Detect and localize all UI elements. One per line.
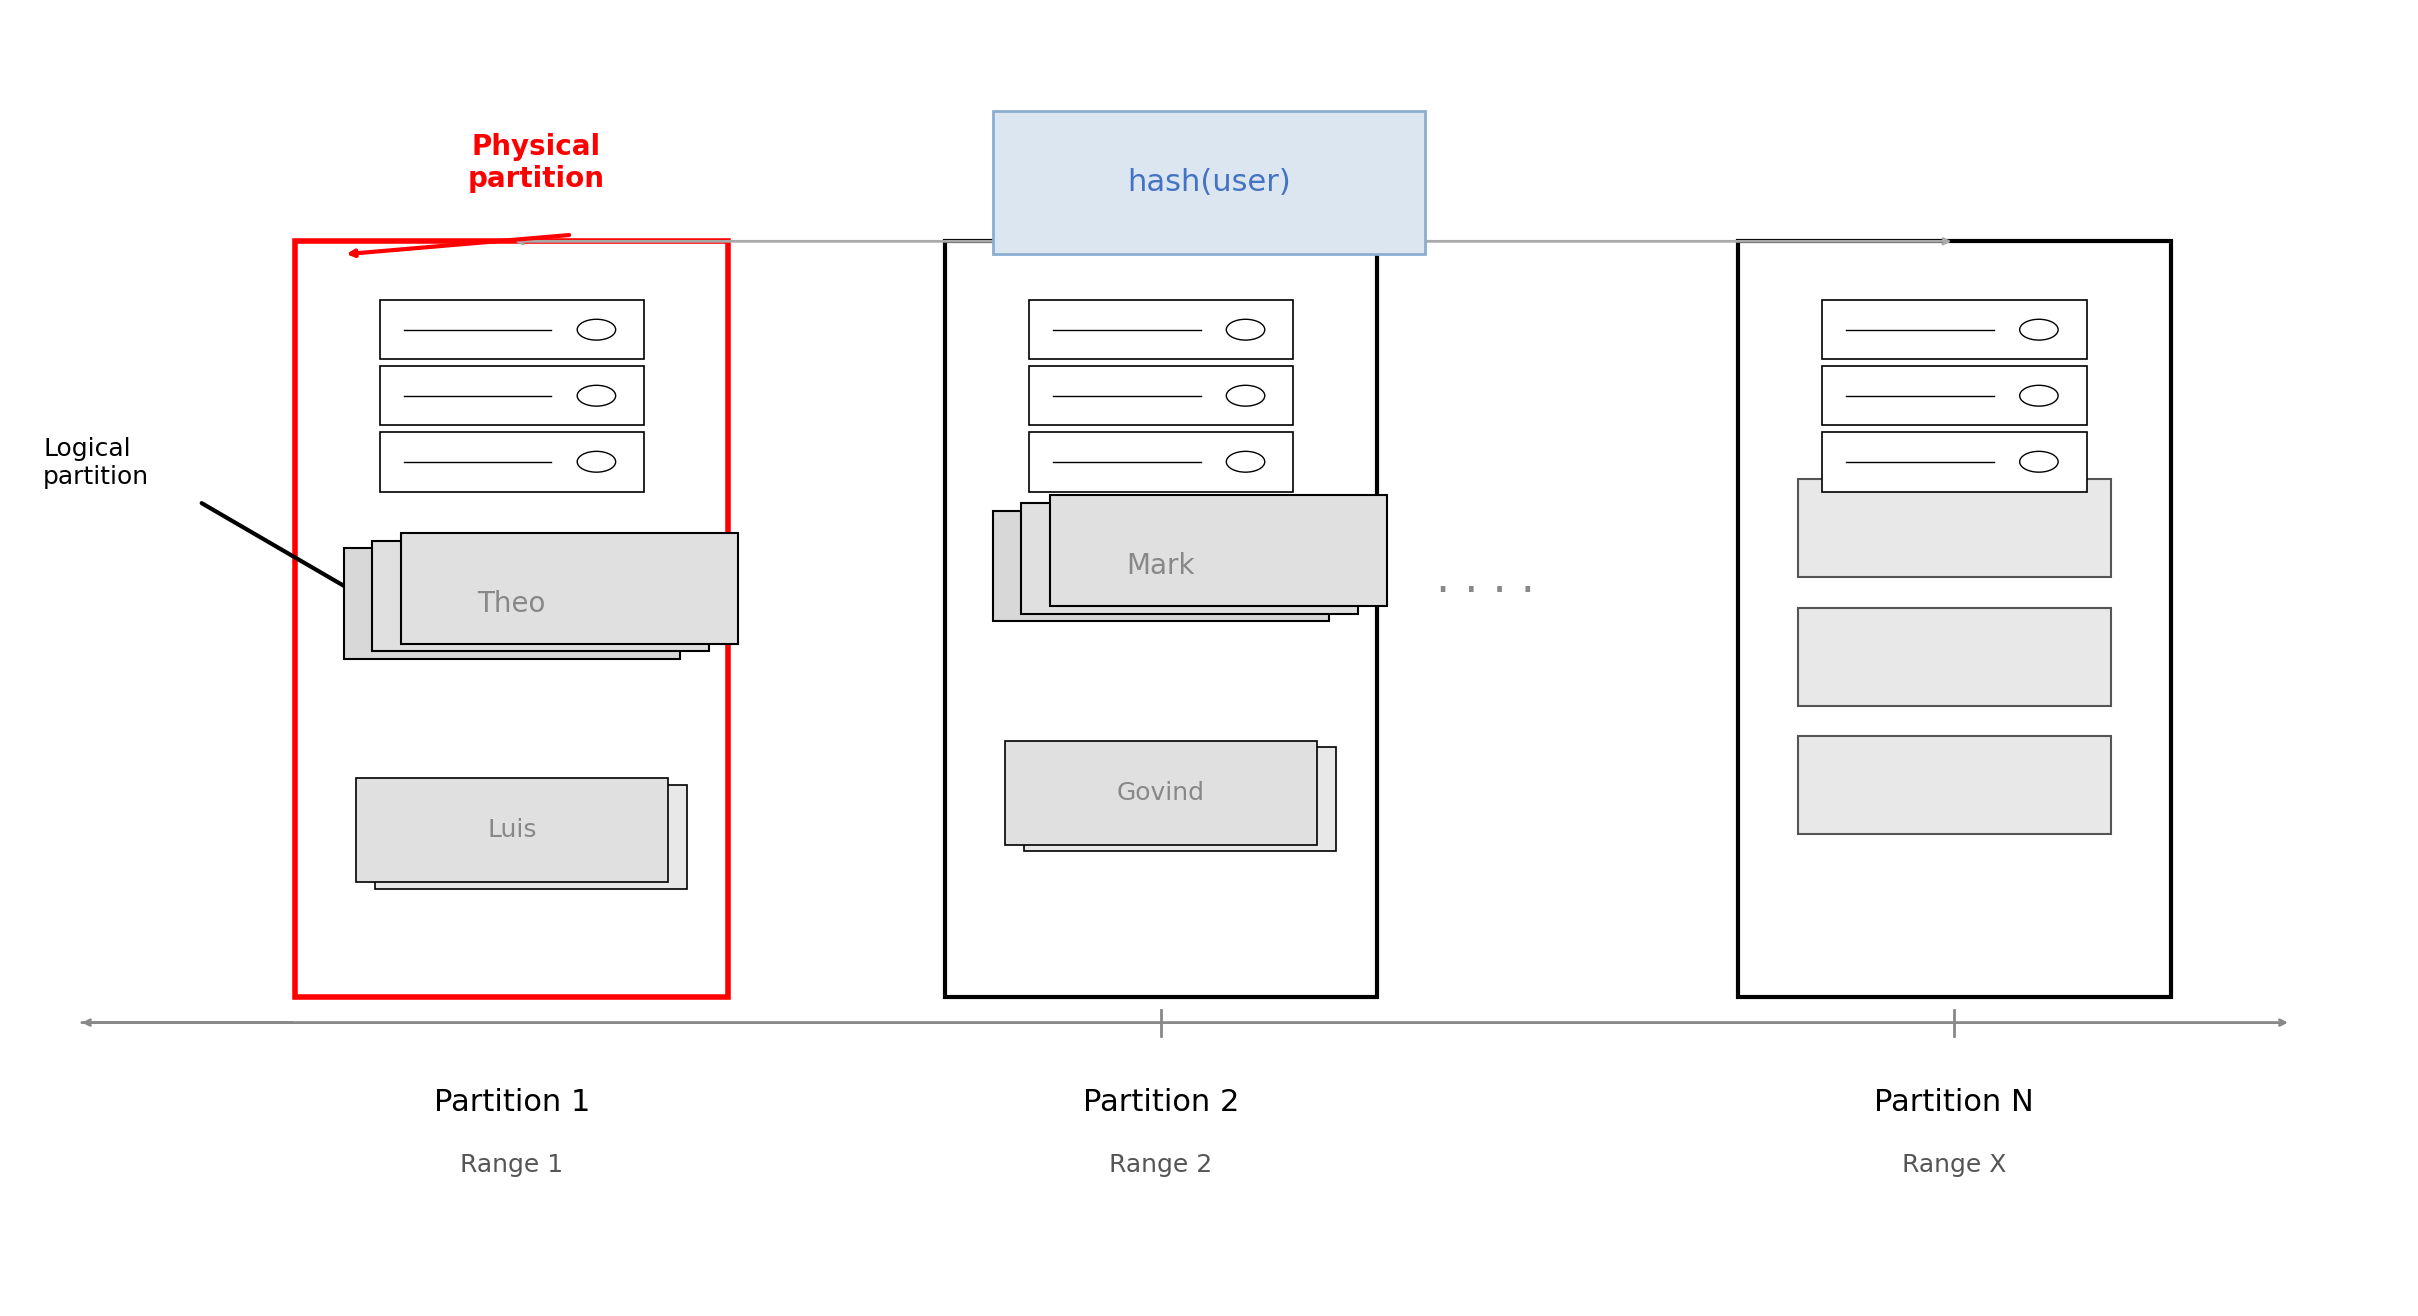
Text: Physical
partition: Physical partition bbox=[467, 133, 604, 193]
FancyBboxPatch shape bbox=[1023, 747, 1337, 851]
Text: Govind: Govind bbox=[1117, 780, 1204, 804]
Text: Partition N: Partition N bbox=[1874, 1088, 2034, 1117]
FancyBboxPatch shape bbox=[375, 784, 687, 890]
FancyBboxPatch shape bbox=[945, 241, 1378, 996]
FancyBboxPatch shape bbox=[1823, 366, 2087, 425]
FancyBboxPatch shape bbox=[994, 511, 1330, 621]
FancyBboxPatch shape bbox=[295, 241, 728, 996]
FancyBboxPatch shape bbox=[1028, 300, 1294, 359]
Text: Luis: Luis bbox=[486, 819, 537, 842]
Text: Range 1: Range 1 bbox=[459, 1153, 563, 1177]
FancyBboxPatch shape bbox=[1799, 736, 2111, 834]
FancyBboxPatch shape bbox=[1003, 741, 1318, 845]
FancyBboxPatch shape bbox=[372, 541, 708, 651]
FancyBboxPatch shape bbox=[1799, 608, 2111, 705]
Text: Range X: Range X bbox=[1903, 1153, 2007, 1177]
FancyBboxPatch shape bbox=[1049, 495, 1388, 605]
FancyBboxPatch shape bbox=[1020, 503, 1359, 613]
FancyBboxPatch shape bbox=[1028, 366, 1294, 425]
FancyBboxPatch shape bbox=[1739, 241, 2171, 996]
FancyBboxPatch shape bbox=[343, 549, 679, 659]
Text: Range 2: Range 2 bbox=[1110, 1153, 1211, 1177]
FancyBboxPatch shape bbox=[1028, 432, 1294, 491]
FancyBboxPatch shape bbox=[1799, 479, 2111, 578]
FancyBboxPatch shape bbox=[1823, 432, 2087, 491]
Text: Mark: Mark bbox=[1127, 553, 1194, 580]
FancyBboxPatch shape bbox=[994, 111, 1424, 254]
FancyBboxPatch shape bbox=[1823, 300, 2087, 359]
Text: Partition 1: Partition 1 bbox=[433, 1088, 590, 1117]
Text: Theo: Theo bbox=[479, 590, 546, 617]
FancyBboxPatch shape bbox=[380, 366, 643, 425]
FancyBboxPatch shape bbox=[380, 300, 643, 359]
Text: hash(user): hash(user) bbox=[1127, 168, 1291, 197]
Text: · · · ·: · · · · bbox=[1436, 571, 1535, 615]
FancyBboxPatch shape bbox=[355, 778, 667, 883]
FancyBboxPatch shape bbox=[380, 432, 643, 491]
Text: Partition 2: Partition 2 bbox=[1083, 1088, 1238, 1117]
FancyBboxPatch shape bbox=[401, 533, 737, 644]
Text: Logical
partition: Logical partition bbox=[44, 437, 150, 488]
